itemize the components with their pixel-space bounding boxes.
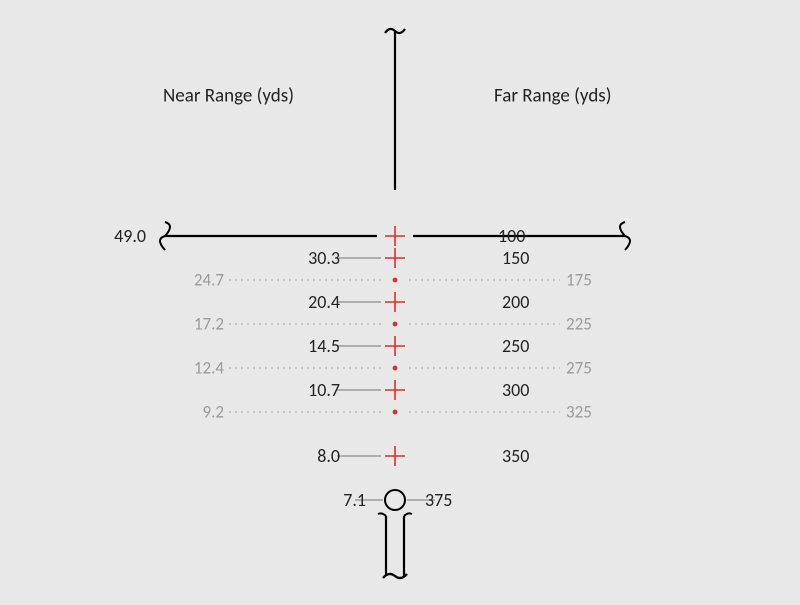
far-3: 200 (502, 293, 529, 311)
far-5: 250 (502, 337, 529, 355)
far-1: 150 (502, 249, 529, 267)
dot-8 (393, 410, 398, 415)
dot-2 (393, 278, 398, 283)
near-1: 30.3 (308, 249, 340, 267)
far-4: 225 (566, 316, 592, 333)
near-3: 20.4 (308, 293, 340, 311)
near-7: 10.7 (308, 381, 340, 399)
far-12: 375 (425, 491, 452, 509)
open-circle (385, 490, 405, 510)
near-8: 9.2 (202, 404, 224, 421)
far-7: 300 (502, 381, 529, 399)
reticle-diagram: Near Range (yds) Far Range (yds) 49.0 100 30… (0, 0, 800, 600)
far-0: 100 (498, 227, 525, 245)
near-0: 49.0 (114, 227, 146, 245)
near-12: 7.1 (343, 491, 366, 509)
far-8: 325 (566, 404, 592, 421)
header-far: Far Range (yds) (494, 87, 612, 106)
reticle-svg (0, 0, 800, 600)
top-tilde (385, 29, 405, 33)
dot-6 (393, 366, 398, 371)
far-6: 275 (566, 360, 592, 377)
far-2: 175 (566, 272, 592, 289)
near-2: 24.7 (194, 272, 224, 289)
near-5: 14.5 (308, 337, 340, 355)
near-6: 12.4 (194, 360, 224, 377)
dot-4 (393, 322, 398, 327)
header-near: Near Range (yds) (163, 87, 294, 106)
near-4: 17.2 (194, 316, 224, 333)
far-10: 350 (502, 447, 529, 465)
near-10: 8.0 (317, 447, 340, 465)
